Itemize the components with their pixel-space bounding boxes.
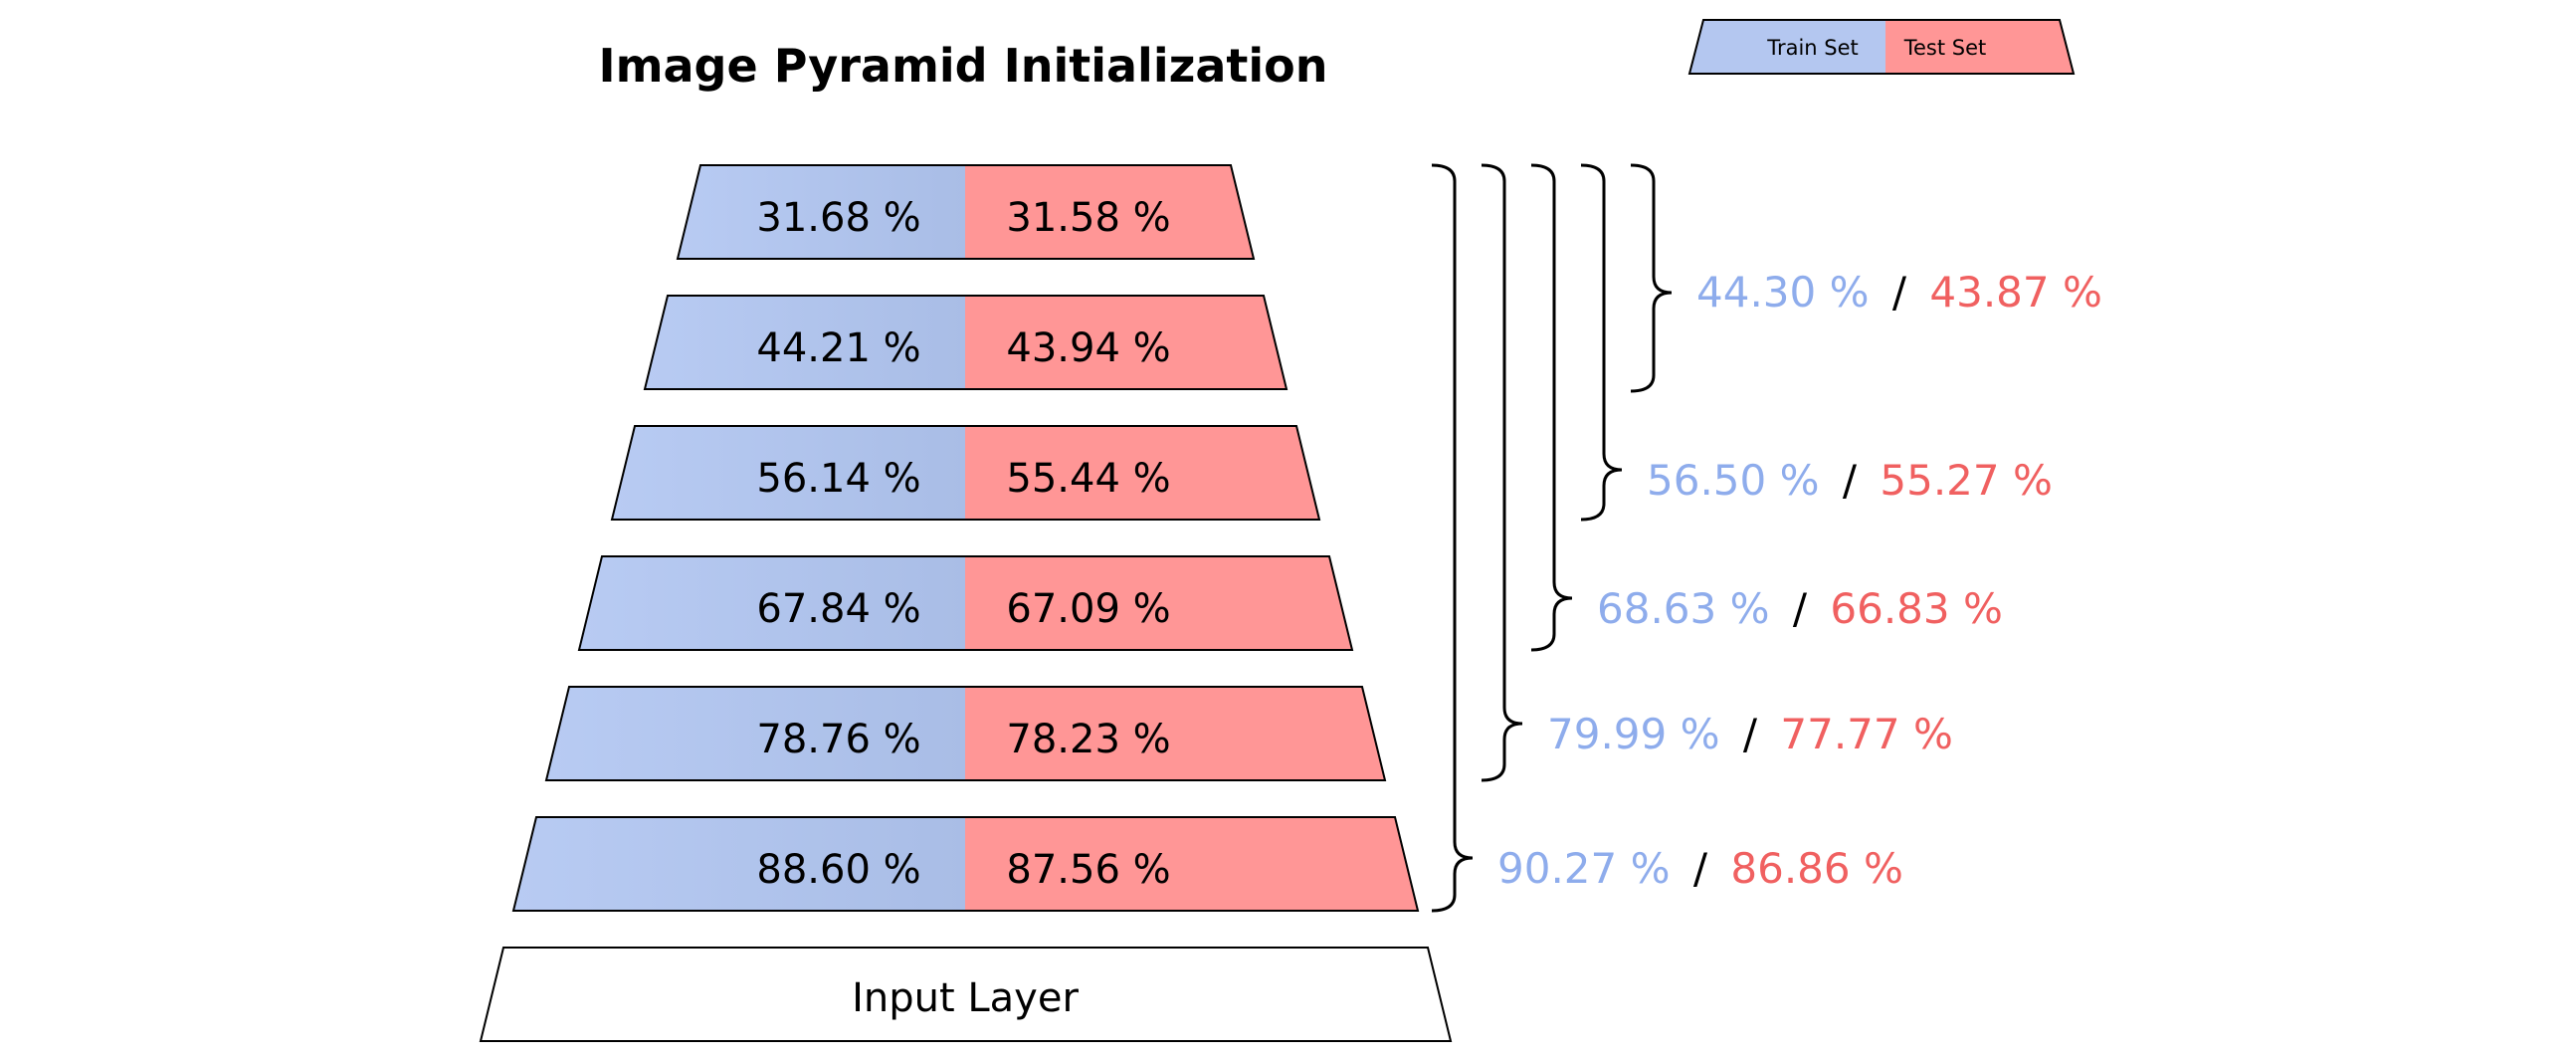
bracket [1530, 163, 1573, 652]
level-train-value: 44.21 % [756, 325, 920, 371]
level-train-value: 67.84 % [756, 586, 920, 632]
bracket [1630, 163, 1673, 393]
level-test-block [965, 426, 1319, 520]
level-train-block [513, 817, 965, 911]
pyramid-level: 56.14 % 55.44 % [610, 425, 1321, 521]
combined-separator: / [1693, 844, 1708, 893]
combined-separator: / [1892, 268, 1907, 317]
combined-score: 79.99 % / 77.77 % [1547, 710, 1953, 758]
combined-train-value: 68.63 % [1597, 584, 1770, 633]
pyramid-levels: 31.68 % 31.58 % 44.21 % 43.94 % 56.14 % … [511, 164, 1420, 912]
pyramid-level: 88.60 % 87.56 % [511, 816, 1420, 912]
combined-score: 68.63 % / 66.83 % [1597, 584, 2003, 633]
combined-train-value: 90.27 % [1497, 844, 1671, 893]
legend: Train Set Test Set [1687, 19, 2076, 75]
diagram-title: Image Pyramid Initialization [598, 39, 1327, 93]
input-layer-block [479, 947, 1453, 1042]
combined-score: 44.30 % / 43.87 % [1696, 268, 2102, 317]
legend-test-label: Test Set [1903, 36, 1987, 60]
combined-score: 56.50 % / 55.27 % [1647, 456, 2053, 505]
bracket [1481, 163, 1523, 782]
level-outline [511, 816, 1420, 912]
level-test-block [965, 687, 1385, 780]
combined-scores: 44.30 % / 43.87 % 56.50 % / 55.27 % 68.6… [1497, 268, 2102, 893]
pyramid-level: 67.84 % 67.09 % [577, 555, 1354, 651]
level-test-value: 31.58 % [1006, 195, 1170, 241]
combined-separator: / [1743, 710, 1758, 758]
combined-score: 90.27 % / 86.86 % [1497, 844, 1903, 893]
level-train-block [579, 556, 965, 650]
combined-separator: / [1793, 584, 1808, 633]
level-train-block [678, 165, 965, 259]
legend-train-swatch [1689, 20, 1885, 74]
combined-separator: / [1843, 456, 1858, 505]
level-train-value: 88.60 % [756, 847, 920, 893]
level-train-block [612, 426, 965, 520]
brackets [1431, 163, 1673, 913]
legend-outline [1687, 19, 2076, 75]
combined-test-value: 77.77 % [1780, 710, 1953, 758]
pyramid-level: 44.21 % 43.94 % [643, 295, 1288, 390]
input-layer-label: Input Layer [852, 975, 1079, 1021]
level-outline [577, 555, 1354, 651]
combined-test-value: 43.87 % [1929, 268, 2102, 317]
combined-test-value: 86.86 % [1730, 844, 1903, 893]
level-outline [610, 425, 1321, 521]
level-train-block [645, 296, 965, 389]
legend-test-swatch [1885, 20, 2074, 74]
bracket [1431, 163, 1474, 913]
level-test-value: 87.56 % [1006, 847, 1170, 893]
combined-train-value: 79.99 % [1547, 710, 1720, 758]
combined-test-value: 55.27 % [1880, 456, 2053, 505]
pyramid-level: 31.68 % 31.58 % [676, 164, 1256, 260]
input-layer: Input Layer [479, 947, 1453, 1042]
level-test-value: 67.09 % [1006, 586, 1170, 632]
pyramid-level: 78.76 % 78.23 % [544, 686, 1387, 781]
bracket [1580, 163, 1623, 522]
level-train-value: 78.76 % [756, 717, 920, 762]
level-outline [544, 686, 1387, 781]
combined-test-value: 66.83 % [1830, 584, 2003, 633]
level-outline [676, 164, 1256, 260]
level-train-value: 56.14 % [756, 456, 920, 502]
level-test-block [965, 296, 1287, 389]
combined-train-value: 44.30 % [1696, 268, 1870, 317]
legend-train-label: Train Set [1766, 36, 1859, 60]
level-test-block [965, 817, 1418, 911]
level-outline [643, 295, 1288, 390]
level-test-value: 55.44 % [1006, 456, 1170, 502]
level-train-block [546, 687, 965, 780]
level-test-value: 78.23 % [1006, 717, 1170, 762]
level-test-block [965, 556, 1352, 650]
level-test-block [965, 165, 1254, 259]
level-test-value: 43.94 % [1006, 325, 1170, 371]
level-train-value: 31.68 % [756, 195, 920, 241]
combined-train-value: 56.50 % [1647, 456, 1820, 505]
